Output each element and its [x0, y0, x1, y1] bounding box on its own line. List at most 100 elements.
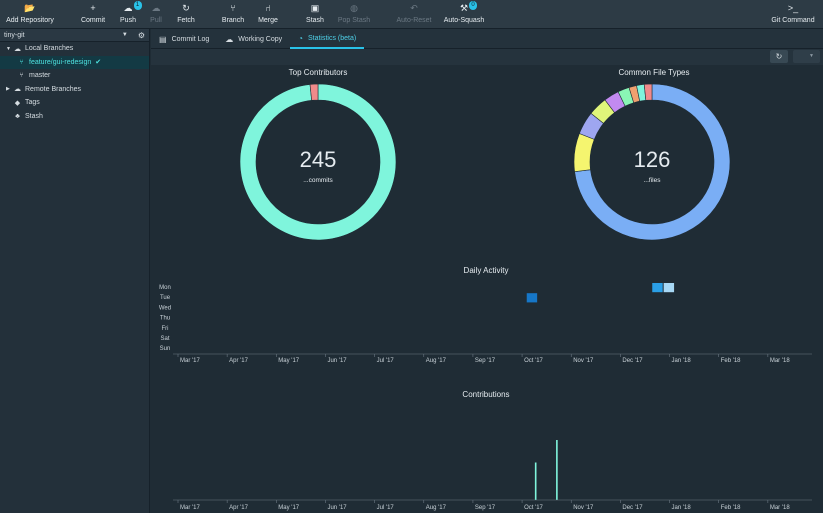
stats-toolbar	[151, 49, 823, 65]
toolbar-stash-button[interactable]: ▣ Stash	[285, 3, 345, 27]
gear-icon[interactable]: ⚙	[137, 30, 145, 40]
commit-count-unit: ...commits	[303, 177, 333, 184]
sidebar-item-stash[interactable]: ♣ Stash	[0, 110, 149, 124]
x-tick-label: Oct '17	[524, 358, 543, 364]
x-tick-label: May '17	[278, 505, 299, 511]
toolbar-pull-button[interactable]: ☁ Pull	[126, 3, 186, 27]
cloud-upload-icon: ☁ 1	[124, 1, 142, 14]
tab-label: Working Copy	[238, 35, 283, 43]
contributor-slice[interactable]	[309, 83, 319, 101]
file-count-unit: ...files	[643, 177, 661, 184]
x-tick-label: Dec '17	[622, 358, 643, 364]
tab-working-copy[interactable]: ☁ Working Copy	[217, 29, 290, 49]
x-tick-label: Nov '17	[573, 505, 594, 511]
toolbar-auto-squash-button[interactable]: ⚒ 0 Auto-Squash	[434, 1, 494, 27]
toolbar-commit-button[interactable]: + Commit	[63, 3, 123, 27]
activity-cell[interactable]	[652, 283, 663, 293]
x-tick-label: Mar '18	[770, 505, 790, 511]
tab-commit-log[interactable]: ▤ Commit Log	[151, 29, 217, 49]
toolbar-label: Auto-Reset	[396, 17, 432, 24]
toolbar-label: Fetch	[177, 17, 195, 24]
toolbar-label: Stash	[306, 17, 324, 24]
sidebar-item-label: master	[29, 72, 51, 80]
common-file-types-donut	[573, 83, 731, 241]
refresh-button[interactable]: ↻	[770, 50, 788, 63]
top-contributors-title: Top Contributors	[288, 68, 348, 77]
sidebar-item-remote-branches[interactable]: ▶ ☁ Remote Branches	[0, 83, 149, 97]
file-count: 126	[633, 147, 671, 172]
x-tick-label: Mar '17	[180, 358, 200, 364]
repo-selector[interactable]: tiny-git ▼ ⚙	[0, 29, 149, 42]
stash-icon: ♣	[15, 112, 20, 120]
tab-bar: ▤ Commit Log ☁ Working Copy ◔ Statistics (bet…	[151, 29, 823, 49]
x-tick-label: Apr '17	[229, 505, 248, 511]
chevron-down-icon[interactable]: ▼	[6, 45, 11, 52]
tab-label: Commit Log	[171, 35, 210, 43]
contributor-slice[interactable]	[239, 83, 397, 241]
toolbar-fetch-button[interactable]: ↻ Fetch	[156, 3, 216, 27]
folder-icon: 📂	[24, 3, 36, 13]
toolbar-label: Pull	[150, 17, 162, 24]
tab-statistics-beta-[interactable]: ◔ Statistics (beta)	[290, 29, 365, 49]
branch-icon: ⑂	[19, 72, 24, 80]
file-type-slice[interactable]	[643, 83, 653, 101]
x-tick-label: Aug '17	[426, 358, 447, 364]
tab-label: Statistics (beta)	[307, 34, 357, 42]
toolbar-pop-stash-button[interactable]: ◍ Pop Stash	[324, 3, 384, 27]
sidebar-item-label: Stash	[25, 112, 43, 120]
weekday-label: Fri	[162, 326, 169, 332]
branch-icon: ⑂	[19, 58, 24, 66]
x-tick-label: Jul '17	[377, 358, 395, 364]
x-tick-label: May '17	[278, 358, 299, 364]
sidebar-item-label: Tags	[25, 99, 40, 107]
merge-icon: ⑁	[265, 3, 271, 13]
contribution-bar[interactable]	[556, 440, 558, 500]
weekday-label: Mon	[159, 285, 171, 291]
toolbar-push-button[interactable]: ☁ 1 Push	[98, 1, 158, 27]
toolbar-auto-reset-button[interactable]: ↶ Auto-Reset	[384, 3, 444, 27]
toolbar-branch-button[interactable]: ⑂ Branch	[203, 3, 263, 27]
x-tick-label: Jan '18	[672, 505, 692, 511]
x-tick-label: Mar '17	[180, 505, 200, 511]
toolbar-label: Push	[120, 17, 136, 24]
chevron-down-icon[interactable]: ▼	[121, 32, 128, 38]
weekday-label: Sat	[160, 336, 169, 342]
file-type-slice[interactable]	[574, 83, 731, 241]
common-file-types-title: Common File Types	[618, 68, 690, 77]
stash-icon: ▣	[310, 3, 320, 13]
sidebar-item-tags[interactable]: ◆ Tags	[0, 96, 149, 110]
refresh-icon: ↻	[182, 3, 190, 13]
count-badge: 1	[133, 1, 142, 10]
toolbar-label: Branch	[221, 17, 245, 24]
stats-dropdown[interactable]: ▼	[793, 50, 820, 63]
toolbar-add-repository-button[interactable]: 📂 Add Repository	[0, 3, 60, 27]
activity-cell[interactable]	[526, 293, 538, 303]
toolbar-label: Merge	[258, 17, 278, 24]
sidebar-item-local-branches[interactable]: ▼ ☁ Local Branches	[0, 42, 149, 56]
plus-icon: +	[90, 3, 96, 13]
top-contributors-donut	[239, 83, 397, 241]
x-tick-label: Sep '17	[475, 358, 496, 364]
weekday-label: Thu	[160, 316, 170, 322]
weekday-label: Tue	[160, 295, 171, 301]
toolbar-label: Auto-Squash	[443, 17, 485, 24]
toolbar-git-command-button[interactable]: >_ Git Command	[763, 3, 823, 27]
weekday-label: Sun	[160, 346, 171, 352]
laptop-icon: ☁	[14, 45, 21, 53]
activity-cell[interactable]	[663, 283, 675, 293]
chevron-right-icon[interactable]: ▶	[6, 86, 10, 93]
toolbar-label: Add Repository	[6, 17, 54, 24]
x-tick-label: Jun '17	[327, 505, 347, 511]
x-tick-label: Sep '17	[475, 505, 496, 511]
sidebar-item-master[interactable]: ⑂ master	[0, 69, 149, 83]
contribution-bar[interactable]	[534, 462, 537, 501]
x-tick-label: Apr '17	[229, 358, 248, 364]
checkmark-icon: ✔	[95, 59, 102, 67]
count-badge: 0	[469, 1, 478, 10]
sidebar-item-feature-gui-redesign[interactable]: ⑂ feature/gui-redesign ✔	[0, 55, 149, 69]
toolbar-merge-button[interactable]: ⑁ Merge	[238, 3, 298, 27]
x-tick-label: Jan '18	[672, 358, 692, 364]
cloud-download-icon: ☁	[151, 3, 161, 13]
x-tick-label: Feb '18	[721, 358, 741, 364]
tag-icon: ◆	[14, 99, 21, 107]
